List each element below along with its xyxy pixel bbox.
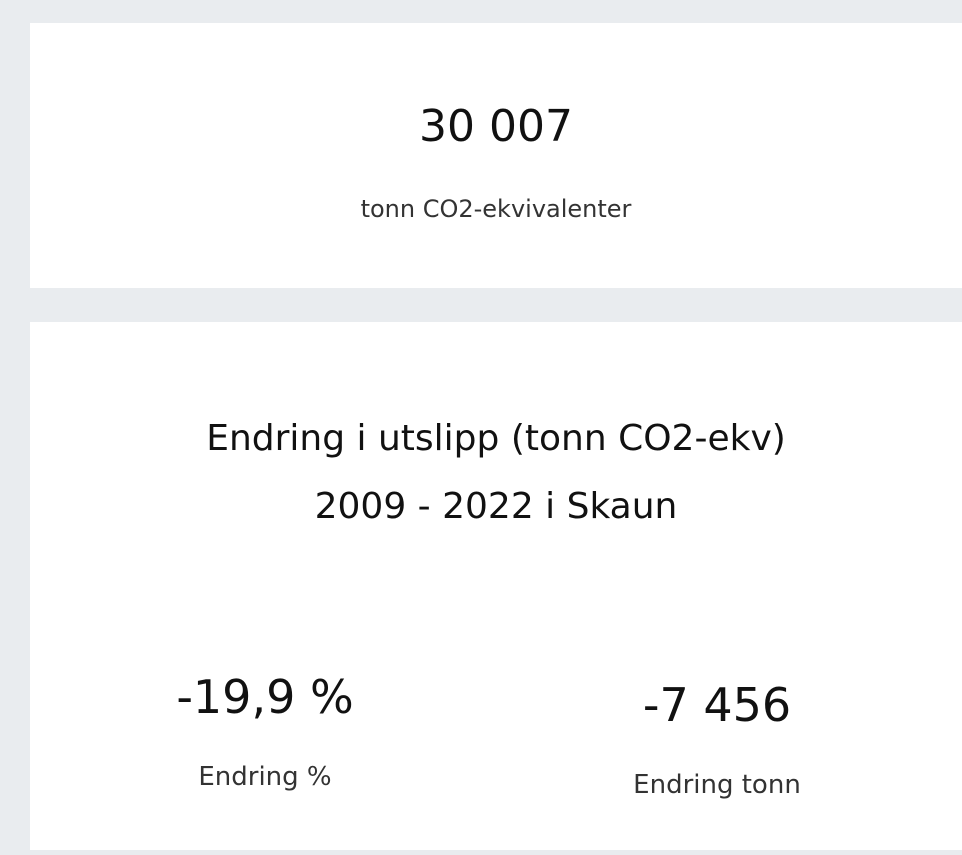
metric-value: -19,9 % — [176, 670, 354, 724]
change-card: Endring i utslipp (tonn CO2-ekv) 2009 - … — [30, 322, 962, 850]
metric-label: Endring % — [198, 762, 332, 792]
metric-label: Endring tonn — [633, 770, 801, 800]
card-title: 2009 - 2022 i Skaun — [314, 486, 678, 527]
card-title: Endring i utslipp (tonn CO2-ekv) — [206, 418, 786, 459]
metric-value: -7 456 — [642, 678, 792, 732]
kpi-value: 30 007 — [419, 101, 573, 152]
total-card: 30 007 tonn CO2-ekvivalenter — [30, 23, 962, 288]
kpi-label: tonn CO2-ekvivalenter — [360, 195, 632, 223]
